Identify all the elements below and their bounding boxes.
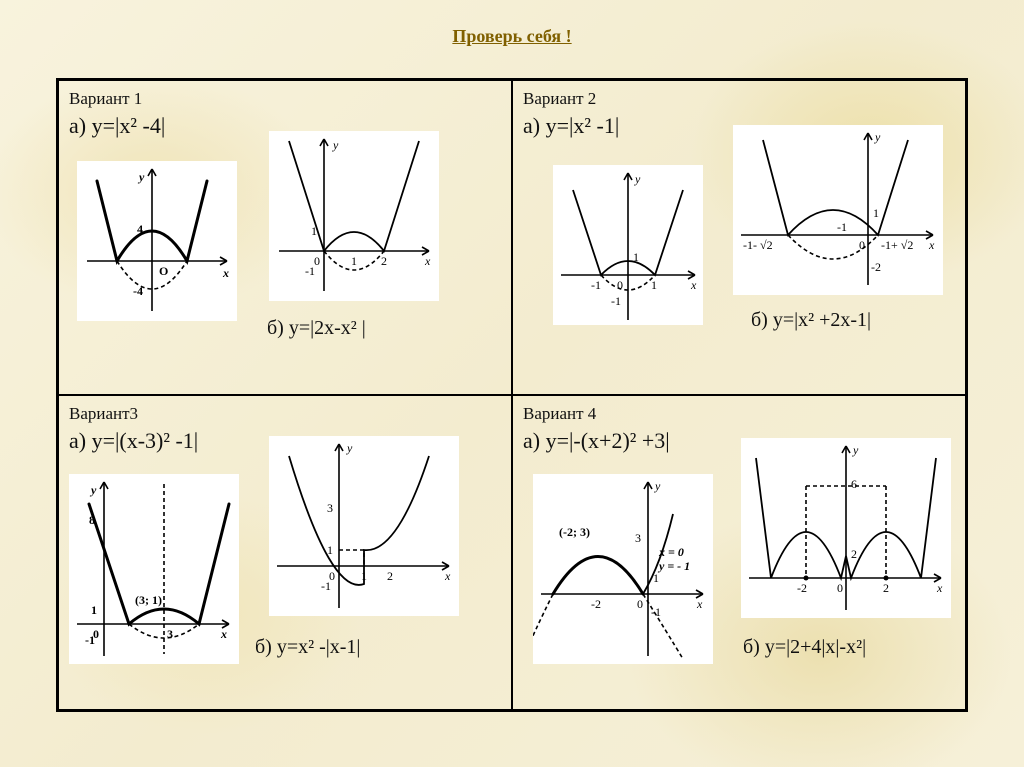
svg-text:-1: -1 (85, 633, 95, 647)
svg-text:8: 8 (89, 513, 95, 527)
svg-text:2: 2 (851, 547, 857, 561)
svg-text:0: 0 (617, 278, 623, 292)
plot-4a: y x 0 (-2; 3) 3 1 -1 -2 x = 0 y = - 1 (533, 474, 713, 664)
svg-text:-1: -1 (321, 579, 331, 593)
svg-text:O: O (159, 264, 168, 278)
cell-variant-3: Вариант3 а) y=|(x-3)² -1| y x 0 8 1 -1 (… (58, 395, 512, 710)
variant-label: Вариант3 (69, 404, 501, 424)
variant-label: Вариант 2 (523, 89, 955, 109)
svg-text:y: y (89, 483, 97, 497)
svg-text:1: 1 (327, 543, 333, 557)
svg-text:y: y (654, 479, 661, 493)
svg-text:0: 0 (837, 581, 843, 595)
svg-text:1: 1 (311, 224, 317, 238)
svg-text:1: 1 (91, 603, 97, 617)
svg-text:2: 2 (387, 569, 393, 583)
plot-2a: y x 0 -1 1 1 -1 (553, 165, 703, 325)
svg-text:1: 1 (873, 206, 879, 220)
svg-text:-2: -2 (797, 581, 807, 595)
plot-2b: y x 0 -1- √2 -1+ √2 -1 1 -2 (733, 125, 943, 295)
svg-text:2: 2 (883, 581, 889, 595)
cell-variant-4: Вариант 4 а) y=|-(x+2)² +3| y x 0 (-2; 3… (512, 395, 966, 710)
svg-text:-2: -2 (871, 260, 881, 274)
svg-text:(3; 1): (3; 1) (135, 593, 162, 607)
svg-text:x: x (444, 569, 451, 583)
svg-text:y: y (874, 130, 881, 144)
equation-b: б) y=|2x-x² | (267, 317, 366, 340)
svg-text:x: x (690, 278, 697, 292)
equation-b: б) y=x² -|x-1| (255, 636, 360, 659)
variant-label: Вариант 4 (523, 404, 955, 424)
svg-text:1: 1 (361, 569, 367, 583)
equation-b: б) y=|x² +2x-1| (751, 309, 871, 332)
svg-text:1: 1 (651, 278, 657, 292)
cell-variant-1: Вариант 1 а) y=|x² -4| y x O 4 -4 (58, 80, 512, 395)
svg-text:y = - 1: y = - 1 (657, 559, 690, 573)
svg-text:3: 3 (327, 501, 333, 515)
plot-3b: y x 0 1 2 1 3 -1 (269, 436, 459, 616)
svg-text:3: 3 (635, 531, 641, 545)
svg-text:x: x (696, 597, 703, 611)
svg-text:(-2; 3): (-2; 3) (559, 525, 590, 539)
svg-text:y: y (332, 138, 339, 152)
variant-label: Вариант 1 (69, 89, 501, 109)
svg-text:x = 0: x = 0 (658, 545, 684, 559)
plot-1a: y x O 4 -4 (77, 161, 237, 321)
svg-text:-1: -1 (591, 278, 601, 292)
svg-text:1: 1 (653, 571, 659, 585)
svg-text:x: x (936, 581, 943, 595)
svg-text:4: 4 (137, 222, 143, 236)
svg-text:y: y (346, 441, 353, 455)
svg-text:y: y (852, 443, 859, 457)
svg-text:-1: -1 (305, 264, 315, 278)
svg-text:-1: -1 (651, 605, 661, 619)
page-title: Проверь себя ! (0, 26, 1024, 47)
svg-text:0: 0 (859, 238, 865, 252)
svg-text:x: x (222, 266, 229, 280)
svg-text:-1: -1 (611, 294, 621, 308)
svg-text:x: x (220, 627, 227, 641)
svg-text:-1- √2: -1- √2 (743, 238, 773, 252)
svg-text:x: x (928, 238, 935, 252)
svg-text:1: 1 (351, 254, 357, 268)
svg-text:-1+ √2: -1+ √2 (881, 238, 913, 252)
cell-variant-2: Вариант 2 а) y=|x² -1| y x 0 -1 1 1 -1 (512, 80, 966, 395)
svg-text:-2: -2 (591, 597, 601, 611)
plot-1b: y x 0 1 2 1 -1 (269, 131, 439, 301)
svg-text:x: x (424, 254, 431, 268)
svg-text:1: 1 (633, 250, 639, 264)
svg-text:-4: -4 (133, 284, 143, 298)
worksheet-grid: Вариант 1 а) y=|x² -4| y x O 4 -4 (56, 78, 968, 712)
equation-b: б) y=|2+4|x|-x²| (743, 636, 866, 659)
svg-text:-1: -1 (837, 220, 847, 234)
svg-text:y: y (137, 170, 145, 184)
svg-text:0: 0 (637, 597, 643, 611)
plot-4b: y x 0 6 2 -2 2 (741, 438, 951, 618)
svg-text:2: 2 (381, 254, 387, 268)
plot-3a: y x 0 8 1 -1 (3; 1) 3 (69, 474, 239, 664)
svg-text:y: y (634, 172, 641, 186)
svg-text:6: 6 (851, 477, 857, 491)
svg-text:3: 3 (167, 627, 173, 641)
